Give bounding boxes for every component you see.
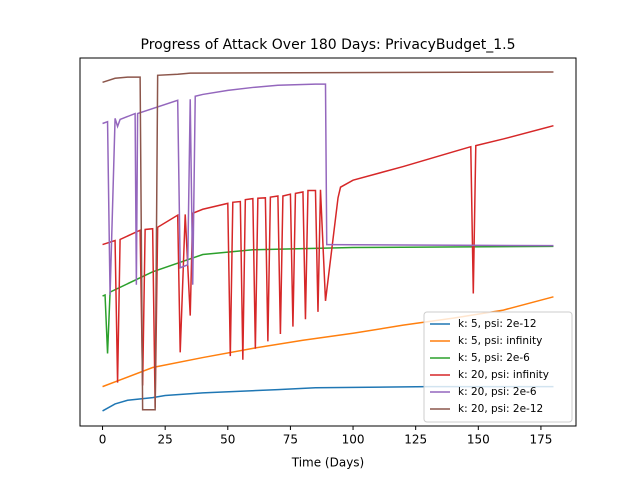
x-tick-label: 100: [342, 433, 365, 447]
x-tick-label: 50: [220, 433, 235, 447]
x-tick-label: 150: [467, 433, 490, 447]
x-tick-label: 25: [158, 433, 173, 447]
x-axis-label: Time (Days): [291, 456, 365, 470]
legend-label: k: 20, psi: 2e-12: [458, 403, 543, 415]
x-tick-label: 0: [99, 433, 107, 447]
x-tick-label: 175: [529, 433, 552, 447]
series-line: [102, 71, 554, 411]
legend-label: k: 20, psi: 2e-6: [458, 386, 537, 398]
legend-label: k: 20, psi: infinity: [458, 369, 549, 381]
x-tick-label: 75: [283, 433, 298, 447]
legend-label: k: 5, psi: 2e-6: [458, 352, 530, 364]
legend-box: [423, 311, 573, 423]
series-line: [102, 385, 554, 412]
plot-frame: [79, 57, 577, 427]
legend-label: k: 5, psi: infinity: [458, 335, 542, 347]
legend: k: 5, psi: 2e-12 k: 5, psi: infinity k: 5,…: [423, 311, 573, 423]
series-line: [102, 83, 554, 296]
x-tick-label: 125: [404, 433, 427, 447]
legend-label: k: 5, psi: 2e-12: [458, 318, 537, 330]
series-line: [102, 245, 554, 354]
chart-title: Progress of Attack Over 180 Days: Privac…: [141, 37, 516, 53]
